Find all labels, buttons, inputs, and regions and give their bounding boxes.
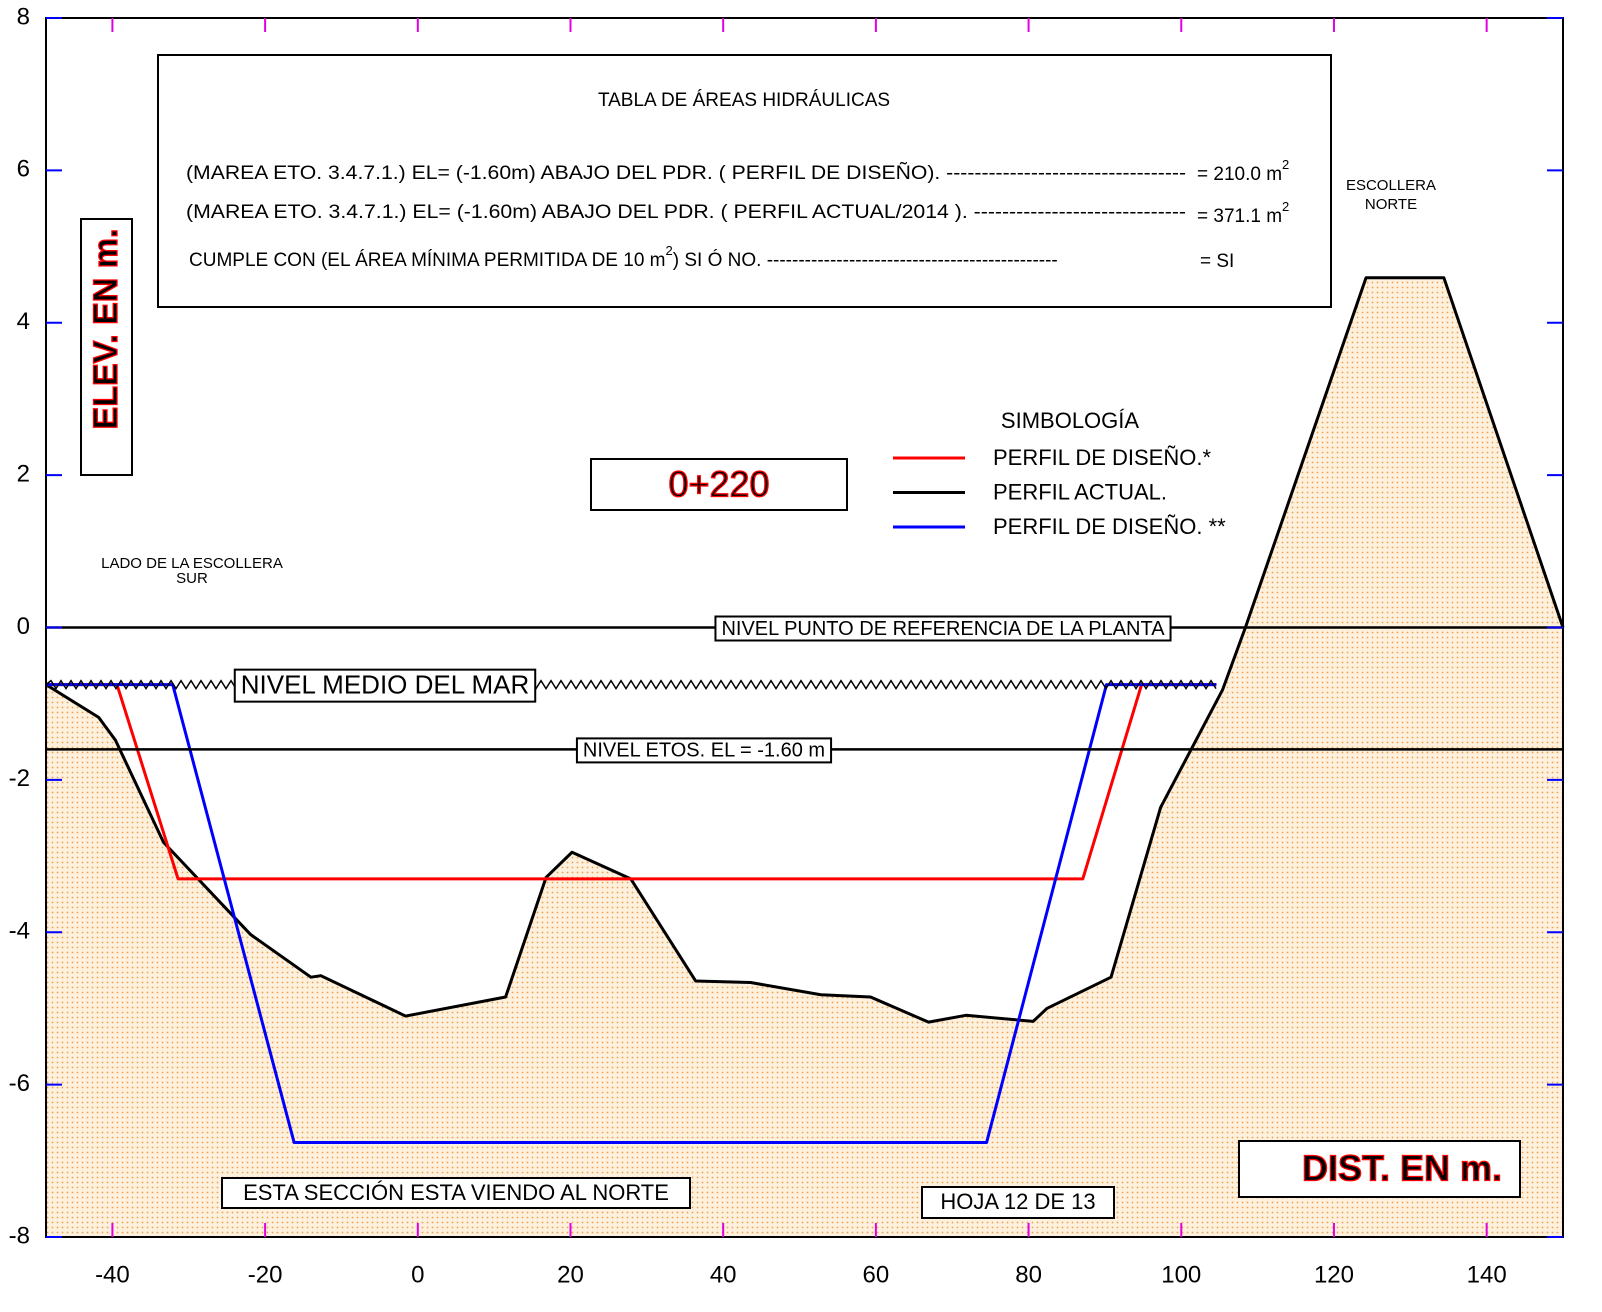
legend-label: PERFIL DE DISEÑO.* <box>993 445 1211 470</box>
label-box <box>590 458 848 511</box>
y-tick-label: -6 <box>9 1070 30 1097</box>
legend-label: PERFIL DE DISEÑO. ** <box>993 514 1226 539</box>
text: CUMPLE CON (EL ÁREA MÍNIMA PERMITIDA DE … <box>189 250 666 271</box>
note: LADO DE LA ESCOLLERA <box>101 555 283 572</box>
legend-label: PERFIL ACTUAL. <box>993 479 1167 504</box>
x-tick-label: 20 <box>557 1261 584 1288</box>
x-tick-label: 80 <box>1015 1261 1042 1288</box>
axis-label: ELEV. EN m. <box>87 229 125 430</box>
profile-line <box>45 276 1565 1024</box>
y-tick-label: 2 <box>17 460 30 487</box>
table-value: = SI <box>1200 251 1234 272</box>
table-title: TABLA DE ÁREAS HIDRÁULICAS <box>598 90 890 111</box>
text: ) SI Ó NO. -----------------------------… <box>673 249 1058 271</box>
legend: PERFIL DE DISEÑO.* PERFIL ACTUAL. PERFIL D… <box>893 445 1226 539</box>
ref-label: NIVEL MEDIO DEL MAR <box>241 670 529 700</box>
label-box <box>921 1186 1115 1219</box>
axis-label: DIST. EN m. <box>1302 1148 1502 1189</box>
sup: 2 <box>666 243 673 258</box>
value: = 210.0 m <box>1197 164 1282 185</box>
y-tick-label: 6 <box>17 156 30 183</box>
x-tick-label: 100 <box>1161 1261 1201 1288</box>
y-tick-label: 4 <box>17 308 30 335</box>
y-tick-label: -4 <box>9 918 30 945</box>
note: SUR <box>176 570 208 587</box>
table-value: = 371.1 m2 <box>1197 199 1289 227</box>
table-row: CUMPLE CON (EL ÁREA MÍNIMA PERMITIDA DE … <box>189 243 1058 271</box>
x-tick-label: 140 <box>1467 1261 1507 1288</box>
table-box <box>157 54 1332 308</box>
table-row: (MAREA ETO. 3.4.7.1.) EL= (-1.60m) ABAJO… <box>186 202 1186 223</box>
ref-label: NIVEL PUNTO DE REFERENCIA DE LA PLANTA <box>721 618 1165 640</box>
label-box <box>80 218 133 476</box>
fill-layer <box>46 277 1563 1237</box>
legend-title: SIMBOLOGÍA <box>1001 408 1139 433</box>
x-tick-label: -40 <box>95 1261 130 1288</box>
note: HOJA 12 DE 13 <box>940 1189 1095 1214</box>
note: ESTA SECCIÓN ESTA VIENDO AL NORTE <box>243 1180 669 1205</box>
x-tick-label: -20 <box>248 1261 283 1288</box>
ref-label-box <box>714 615 1172 642</box>
table-value: = 210.0 m2 <box>1197 157 1289 185</box>
deco-layer: NIVEL PUNTO DE REFERENCIA DE LA PLANTA NI… <box>45 615 1563 764</box>
note: ESCOLLERA <box>1346 177 1436 194</box>
x-tick-label: 0 <box>411 1261 424 1288</box>
y-tick-label: -2 <box>9 765 30 792</box>
x-tick-label: 60 <box>863 1261 890 1288</box>
sup: 2 <box>1282 157 1289 172</box>
ref-label: NIVEL ETOS. EL = -1.60 m <box>583 740 825 762</box>
note: NORTE <box>1365 196 1417 213</box>
x-tick-label: 120 <box>1314 1261 1354 1288</box>
label-box <box>221 1177 691 1209</box>
value: = 371.1 m <box>1197 206 1282 227</box>
x-tick-label: 40 <box>710 1261 737 1288</box>
y-tick-label: 8 <box>17 3 30 30</box>
sup: 2 <box>1282 199 1289 214</box>
terrain-fill <box>46 277 1563 1237</box>
ref-label-box <box>575 737 833 764</box>
ref-label-box <box>233 668 537 703</box>
label-box <box>1238 1140 1521 1198</box>
y-tick-label: -8 <box>9 1222 30 1249</box>
profile-line <box>46 683 1217 1145</box>
station-label: 0+220 <box>668 464 769 505</box>
table-row: (MAREA ETO. 3.4.7.1.) EL= (-1.60m) ABAJO… <box>186 162 1186 184</box>
y-tick-label: 0 <box>17 613 30 640</box>
